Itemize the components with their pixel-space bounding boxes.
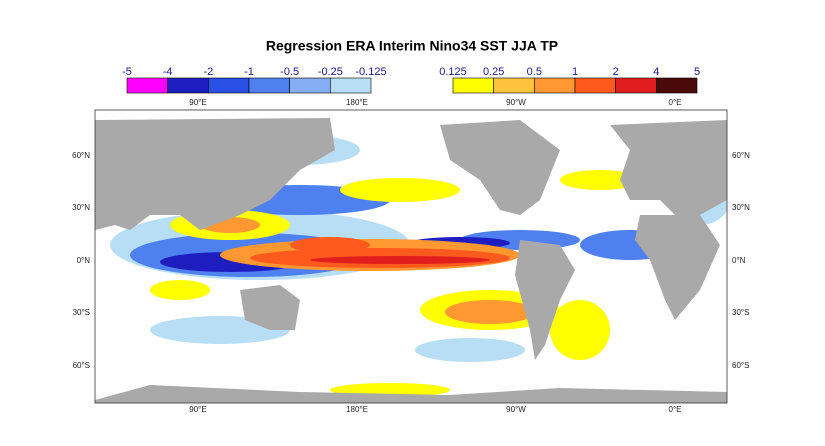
lon-label: 180°E	[346, 98, 368, 107]
lon-label: 0°E	[669, 98, 682, 107]
dark-red-areas	[310, 256, 490, 264]
lat-label: 30°N	[732, 203, 750, 212]
colorbar-box	[493, 77, 535, 94]
lat-label: 0°N	[77, 256, 91, 265]
lat-label: 0°N	[732, 256, 746, 265]
colorbar-box	[574, 77, 616, 94]
lat-label: 60°N	[732, 151, 750, 160]
colorbar-box	[208, 77, 250, 94]
colorbar-box	[656, 77, 698, 94]
colorbar-label: 5	[694, 66, 700, 78]
lon-label: 90°W	[506, 405, 526, 414]
colorbar-label: -4	[163, 66, 173, 78]
colorbar-label: 2	[613, 66, 619, 78]
colorbar-label: 4	[653, 66, 659, 78]
map-frame	[94, 109, 728, 404]
colorbar-label: -0.25	[318, 66, 343, 78]
map	[95, 110, 727, 403]
colorbar-box	[289, 77, 331, 94]
colorbar-box	[167, 77, 209, 94]
lon-label: 90°W	[506, 98, 526, 107]
colorbar-label: -0.125	[355, 66, 386, 78]
lat-label: 60°S	[73, 361, 90, 370]
colorbar-box	[615, 77, 657, 94]
lat-label: 30°S	[73, 308, 90, 317]
lon-label: 90°E	[189, 98, 206, 107]
lat-label: 30°N	[72, 203, 90, 212]
colorbar-box	[248, 77, 290, 94]
lat-label: 60°S	[732, 361, 749, 370]
lon-label: 0°E	[669, 405, 682, 414]
colorbar-box	[452, 77, 494, 94]
colorbar-label: 0.5	[527, 66, 542, 78]
colorbar-label: 1	[572, 66, 578, 78]
colorbar-box	[534, 77, 576, 94]
colorbar-box	[126, 77, 168, 94]
colorbar-label: -0.5	[280, 66, 299, 78]
colorbar-box	[330, 77, 372, 94]
colorbar-label: 0.25	[483, 66, 504, 78]
lat-label: 60°N	[72, 151, 90, 160]
colorbar-label: 0.125	[439, 66, 467, 78]
title: Regression ERA Interim Nino34 SST JJA TP	[266, 38, 558, 54]
land	[95, 118, 727, 403]
lon-label: 90°E	[189, 405, 206, 414]
colorbar-label: -1	[244, 66, 254, 78]
lat-label: 30°S	[732, 308, 749, 317]
lon-label: 180°E	[346, 405, 368, 414]
colorbar-label: -5	[122, 66, 132, 78]
colorbar-label: -2	[203, 66, 213, 78]
